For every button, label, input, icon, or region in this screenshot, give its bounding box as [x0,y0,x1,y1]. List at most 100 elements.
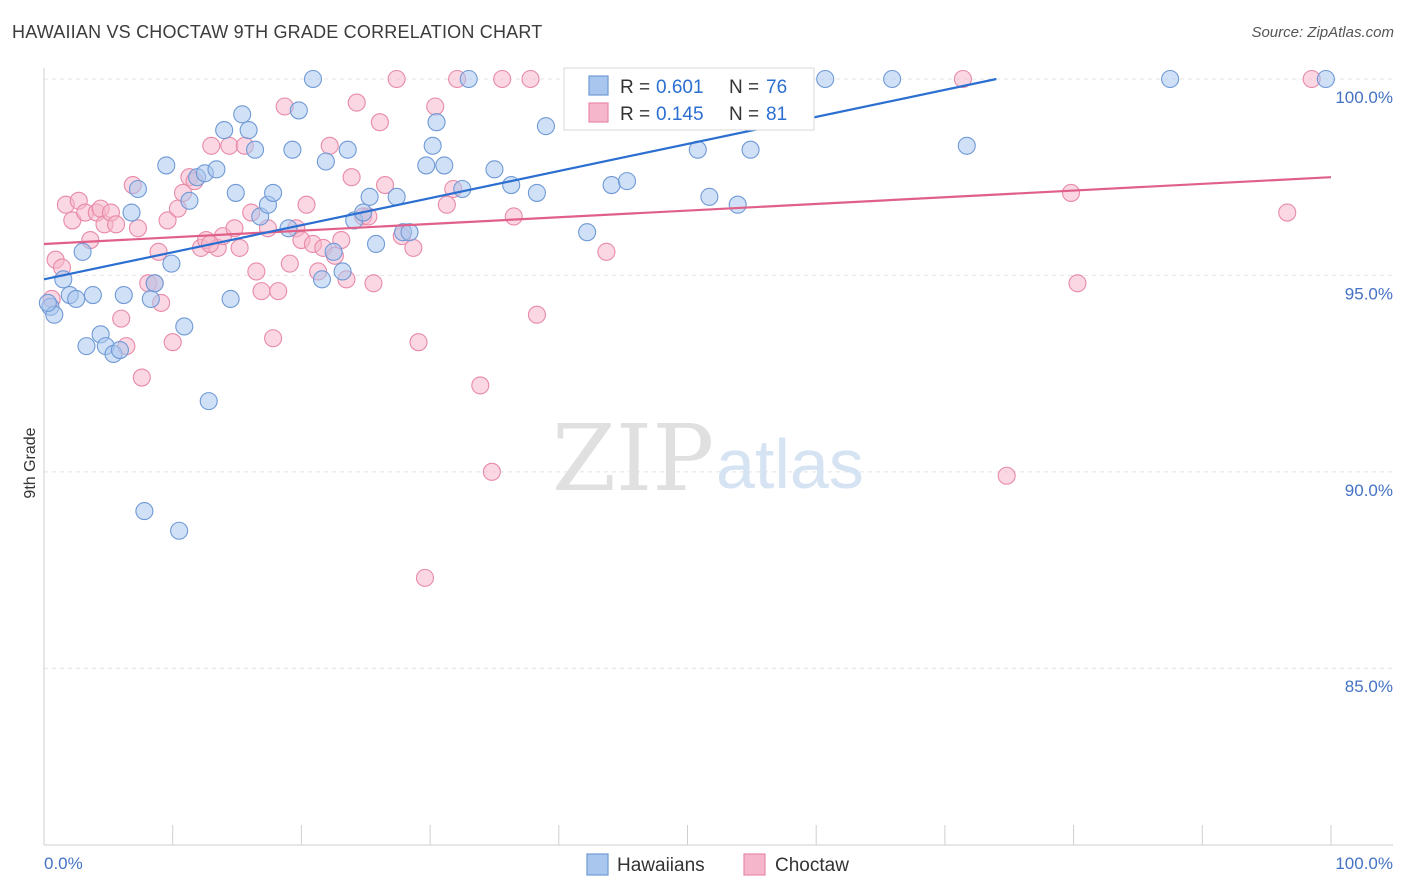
hawaiians-n-label: N = [729,77,759,98]
hawaiians-point [957,136,976,155]
choctaw-point [269,282,288,301]
hawaiians-point [728,195,747,214]
hawaiians-point [435,156,454,175]
choctaw-point [493,69,512,89]
choctaw-r-value: 0.145 [656,104,704,125]
y-tick-label: 90.0% [1345,481,1393,500]
hawaiians-point [303,69,323,89]
choctaw-point [107,215,126,234]
hawaiians-point [110,340,129,360]
hawaiians-point [400,223,419,242]
hawaiians-point [170,521,189,540]
hawaiians-point [816,69,835,89]
choctaw-point [1278,203,1297,222]
choctaw-trend-line [43,176,1332,246]
choctaw-point [297,195,316,214]
choctaw-n-value: 81 [766,104,787,125]
choctaw-r-label: R = [620,104,650,125]
axes [43,68,1393,846]
choctaw-point [426,97,445,116]
hawaiians-point [207,160,226,179]
choctaw-point [247,262,266,281]
choctaw-point [132,368,151,387]
hawaiians-point [145,274,164,293]
choctaw-point [521,69,540,89]
trend-lines [43,77,1332,281]
hawaiians-point [741,140,760,159]
choctaw-point [1068,274,1087,293]
hawaiians-point [459,69,478,89]
chart-source: Source: ZipAtlas.com [1251,24,1394,41]
hawaiians-point [324,242,343,261]
hawaiians-point [338,140,357,159]
hawaiians-point [175,317,194,336]
hawaiians-point [485,160,504,179]
choctaw-point [252,282,271,301]
stats-legend: R = 0.601 N = 76 R = 0.145 N = 81 [563,67,815,131]
hawaiians-point [246,140,265,159]
y-tick-label: 95.0% [1345,284,1393,303]
legend-choctaw-label: Choctaw [775,855,849,876]
choctaw-point [128,219,148,238]
hawaiians-point [602,176,621,195]
hawaiians-point [700,187,719,206]
choctaw-point [437,195,456,214]
hawaiians-point [536,117,555,136]
hawaiians-point [527,183,546,202]
legend-hawaiians-swatch [586,853,609,876]
y-tick-label: 85.0% [1345,677,1393,696]
choctaw-point [264,329,283,348]
y-tick-label: 100.0% [1335,88,1393,107]
hawaiians-swatch [588,75,609,96]
choctaw-point [280,254,299,273]
hawaiians-point [264,183,283,202]
choctaw-point [415,568,435,587]
legend-choctaw-swatch [743,853,766,876]
choctaw-point [364,274,383,293]
series-legend: Hawaiians Choctaw [586,853,849,876]
hawaiians-point [215,121,234,140]
hawaiians-point [239,121,258,140]
hawaiians-point [221,289,240,309]
hawaiians-point [578,223,597,242]
chart-title: HAWAIIAN VS CHOCTAW 9TH GRADE CORRELATIO… [12,22,543,42]
choctaw-point [320,136,339,155]
hawaiians-point [67,289,86,309]
hawaiians-point [38,293,57,312]
choctaw-point [387,69,406,89]
hawaiians-n-value: 76 [766,77,787,98]
choctaw-point [347,93,366,112]
choctaw-point [997,466,1016,485]
hawaiians-point [883,69,902,89]
hawaiians-point [312,270,332,289]
hawaiians-point [316,152,335,171]
hawaiians-point [122,203,141,222]
hawaiians-trend-line [43,77,997,281]
hawaiians-point [289,101,308,120]
choctaw-point [482,462,501,481]
choctaw-point [471,376,490,395]
choctaw-point [230,238,249,257]
choctaw-point [404,238,423,257]
hawaiians-point [360,187,379,206]
x-tick-label-max: 100.0% [1335,854,1393,873]
choctaw-point [342,168,361,187]
hawaiians-point [128,179,148,199]
choctaw-point [504,207,523,226]
hawaiians-point [417,156,436,175]
hawaiians-point [366,234,386,254]
hawaiians-point [226,183,245,202]
choctaw-point [376,176,395,195]
hawaiians-point [283,140,302,159]
hawaiians-point [114,286,133,305]
watermark: ZIP atlas [552,405,864,512]
choctaw-point [149,242,168,261]
choctaw-point [158,211,177,230]
choctaw-point [370,113,389,132]
choctaw-point [597,242,616,261]
hawaiians-point [73,242,92,261]
choctaw-point [953,69,972,89]
choctaw-point [409,333,428,352]
hawaiians-r-value: 0.601 [656,77,704,98]
